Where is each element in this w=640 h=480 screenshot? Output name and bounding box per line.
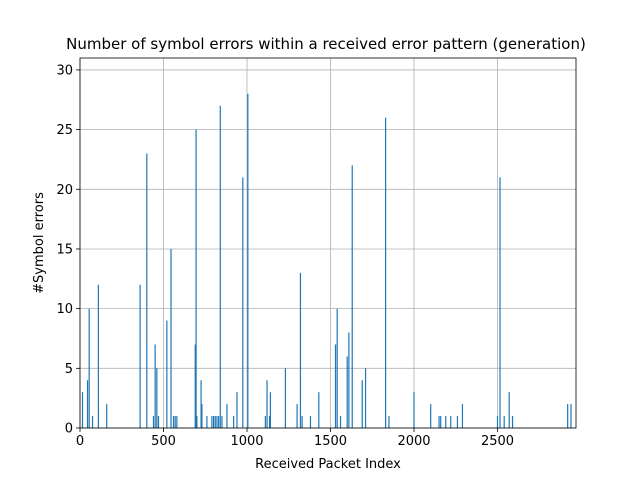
bar [461,404,464,428]
y-tick-label: 20 [56,183,73,198]
bar [348,332,350,428]
bar [296,404,298,428]
bar [499,177,501,428]
bar [268,416,271,428]
bar [139,284,141,428]
y-tick-label: 25 [56,123,73,138]
bar [213,416,215,428]
bar [146,153,148,428]
bar [385,117,387,428]
bar [88,308,90,428]
bar [364,368,367,428]
y-tick-label: 0 [65,422,73,437]
grid [79,58,576,429]
bar [450,416,452,428]
bar [195,129,197,428]
bar [201,404,203,428]
x-axis-label: Received Packet Index [255,457,401,472]
y-tick-label: 10 [56,302,73,317]
bar [86,380,89,428]
bar [226,404,228,428]
x-tick-label: 0 [76,434,84,449]
bar [172,416,175,428]
bar [219,105,221,428]
bar [284,368,287,428]
bar [81,392,84,428]
bar [206,416,208,428]
bar [567,404,569,428]
y-tick-label: 15 [56,242,73,257]
x-tick-label: 2500 [481,434,514,449]
bar [194,344,196,428]
bar [221,416,223,428]
bar [339,416,342,428]
bar [336,308,338,428]
bar [233,416,235,428]
bar [216,416,218,428]
bar [176,416,178,428]
y-axis-label: #Symbol errors [32,192,47,294]
bar [211,416,213,428]
bar [266,380,268,428]
plot-frame [79,57,577,429]
bar [388,416,390,428]
bar [247,93,249,428]
bar [318,392,320,428]
bar [156,368,158,428]
bar [174,416,176,428]
bar [152,416,155,428]
bar [91,416,94,428]
bar [570,404,572,428]
bar [269,392,271,428]
bar [196,416,198,428]
bar [511,416,514,428]
bar [456,416,459,428]
axis-ticks: 0 500 1000 1500 2000 2500 0 5 10 15 20 25 30 [56,63,514,449]
bar [413,392,415,428]
bar [346,356,348,428]
bar [438,416,440,428]
bar [496,416,499,428]
bar [351,165,353,428]
bar [236,392,238,428]
bar [97,284,99,428]
x-tick-label: 1000 [230,434,263,449]
chart-title: Number of symbol errors within a receive… [66,35,586,53]
bars [81,93,572,428]
bar [301,416,303,428]
bar [508,392,510,428]
y-tick-label: 30 [56,63,73,78]
bar [200,380,202,428]
bar [106,404,108,428]
bar [309,416,312,428]
bar [214,416,216,428]
bar [440,416,442,428]
x-tick-label: 1500 [314,434,347,449]
bar [170,248,172,428]
x-tick-label: 2000 [397,434,430,449]
bar [264,416,266,428]
bar [334,344,337,428]
bar [299,272,302,428]
y-tick-label: 5 [65,362,73,377]
bar [242,177,244,428]
x-tick-label: 500 [151,434,176,449]
bar [218,416,220,428]
bar [361,380,363,428]
bar [430,404,432,428]
bar [154,344,156,428]
bar [157,416,160,428]
bar [445,416,447,428]
bar [166,320,168,428]
bar [503,416,505,428]
